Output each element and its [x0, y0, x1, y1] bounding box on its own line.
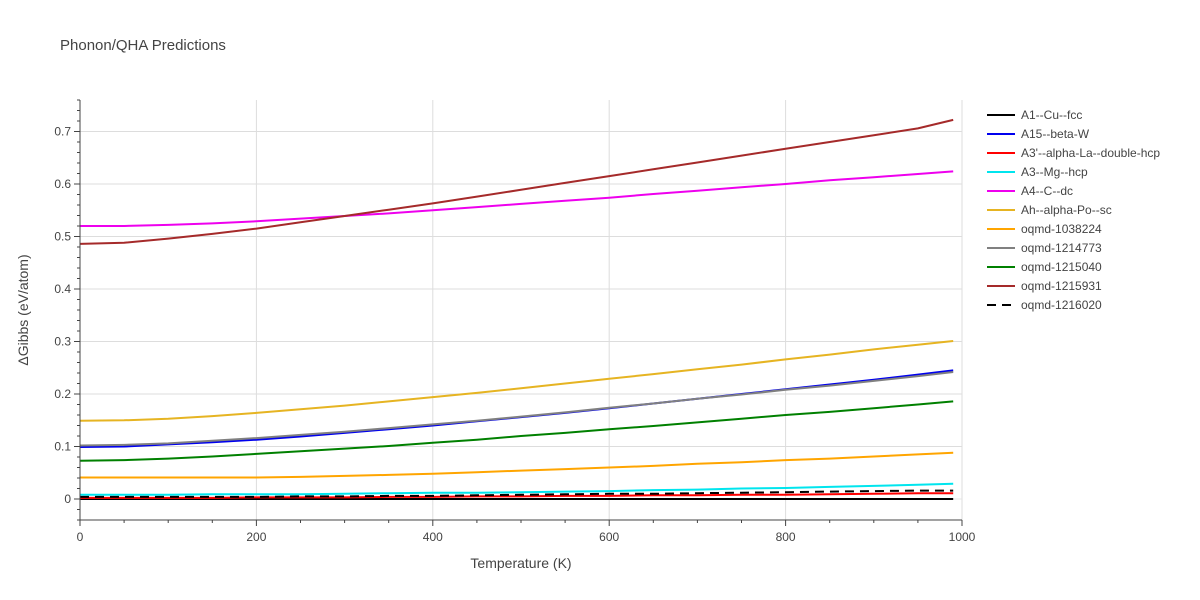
x-tick-label: 1000 [949, 530, 976, 544]
y-axis-title: ΔGibbs (eV/atom) [15, 254, 31, 365]
y-tick-label: 0.4 [54, 282, 71, 296]
x-axis-ticks: 0 200 400 600 800 1000 [77, 520, 976, 544]
legend: A1--Cu--fcc A15--beta-W A3'--alpha-La--dou… [987, 108, 1160, 312]
x-tick-label: 200 [246, 530, 266, 544]
series-line [80, 482, 954, 496]
series-line [79, 118, 954, 245]
y-tick-label: 0.1 [54, 440, 71, 454]
chart-title: Phonon/QHA Predictions [60, 37, 226, 54]
series-line [80, 170, 954, 227]
y-tick-label: 0.6 [54, 177, 71, 191]
x-tick-label: 600 [599, 530, 619, 544]
series-line [79, 371, 954, 447]
legend-label: oqmd-1215040 [1021, 260, 1102, 274]
legend-label: oqmd-1038224 [1021, 222, 1102, 236]
x-tick-label: 800 [776, 530, 796, 544]
legend-label: A4--C--dc [1021, 184, 1073, 198]
legend-label: oqmd-1215931 [1021, 279, 1102, 293]
y-axis-ticks: 0 0.1 0.2 0.3 0.4 0.5 0.6 0.7 [54, 99, 80, 521]
legend-label: A1--Cu--fcc [1021, 108, 1082, 122]
legend-label: oqmd-1216020 [1021, 298, 1102, 312]
x-axis-title: Temperature (K) [470, 555, 571, 571]
series-line [80, 451, 954, 479]
legend-label: A3--Mg--hcp [1021, 165, 1088, 179]
x-tick-label: 400 [423, 530, 443, 544]
y-tick-label: 0.5 [54, 230, 71, 244]
series-line [80, 489, 954, 498]
plot-lines [79, 118, 954, 500]
legend-label: oqmd-1214773 [1021, 241, 1102, 255]
series-line [80, 492, 954, 499]
legend-label: A15--beta-W [1021, 127, 1090, 141]
y-tick-label: 0 [64, 492, 71, 506]
y-tick-label: 0.7 [54, 125, 71, 139]
series-line [79, 340, 954, 422]
y-tick-label: 0.3 [54, 335, 71, 349]
legend-label: A3'--alpha-La--double-hcp [1021, 146, 1160, 160]
y-tick-label: 0.2 [54, 387, 71, 401]
series-line [79, 400, 954, 462]
x-tick-label: 0 [77, 530, 84, 544]
legend-label: Ah--alpha-Po--sc [1021, 203, 1112, 217]
